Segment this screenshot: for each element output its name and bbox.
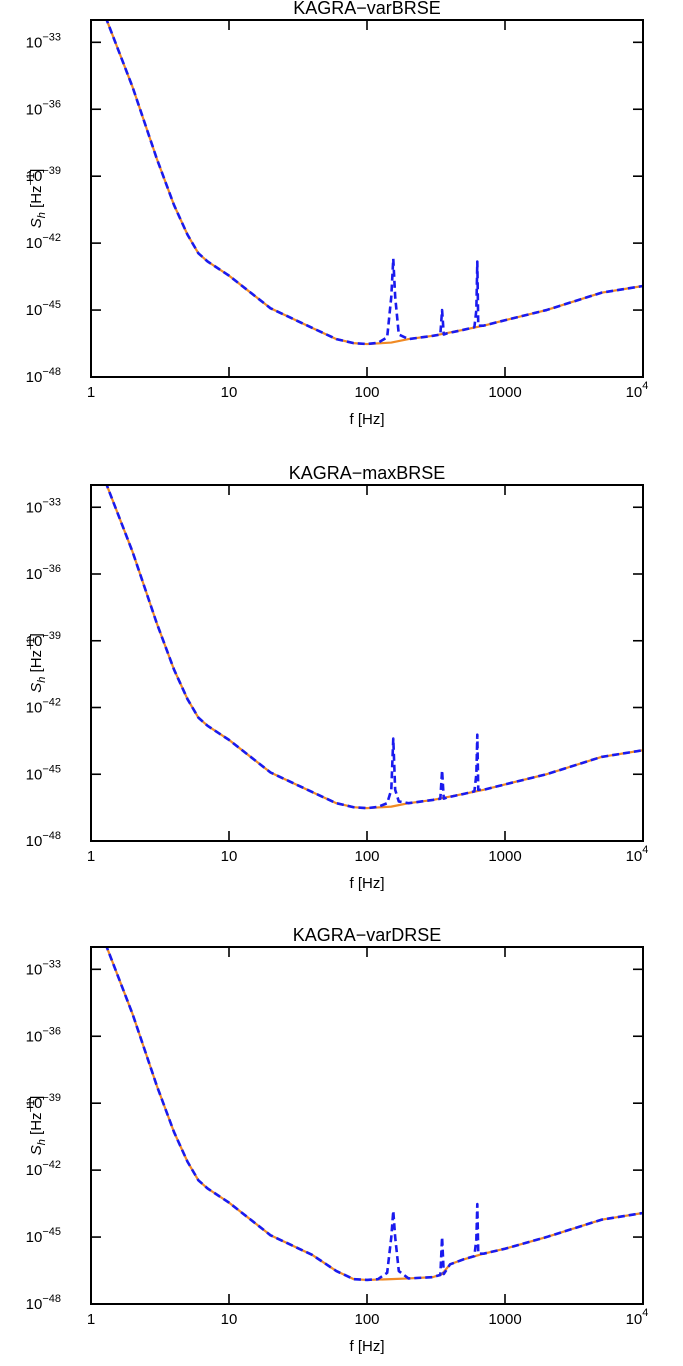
- series-group: [104, 20, 643, 346]
- x-tick-label-exponent: 4: [642, 380, 648, 392]
- y-label-unit: [Hz: [28, 1112, 45, 1139]
- y-tick-label: 10−48: [26, 366, 61, 386]
- y-tick-label-exponent: −36: [42, 563, 61, 575]
- series-line-dashed: [104, 20, 643, 346]
- x-tick-label: 10: [221, 384, 238, 401]
- x-tick-label-exponent: 4: [642, 1307, 648, 1319]
- y-label-unit-exponent: −1: [25, 173, 37, 186]
- y-label-subscript: h: [36, 1139, 48, 1145]
- y-label-close: ]: [28, 633, 45, 637]
- y-tick-label: 10−45: [26, 1226, 61, 1246]
- y-tick-label: 10−36: [26, 563, 61, 583]
- series-line-solid: [105, 20, 643, 346]
- x-tick-label: 100: [354, 384, 379, 401]
- series-line-dashed: [104, 947, 643, 1282]
- y-tick-label: 10−33: [26, 496, 61, 516]
- series-line-solid: [105, 947, 643, 1282]
- x-tick-label: 104: [626, 844, 649, 865]
- x-tick-label: 100: [354, 848, 379, 865]
- x-tick-label: 10: [221, 1311, 238, 1328]
- y-tick-label-exponent: −42: [42, 232, 61, 244]
- y-tick-label-exponent: −33: [42, 31, 61, 43]
- plot-frame: [90, 946, 644, 1305]
- series-line-dashed: [104, 485, 643, 810]
- plot-frame: [90, 484, 644, 842]
- y-tick-label-exponent: −45: [42, 299, 61, 311]
- y-label-symbol: S: [28, 683, 45, 693]
- series-line-solid: [105, 485, 643, 810]
- y-tick-label-exponent: −39: [42, 630, 61, 642]
- y-label-unit: [Hz: [28, 650, 45, 677]
- x-tick-label: 100: [354, 1311, 379, 1328]
- y-tick-label: 10−48: [26, 1293, 61, 1313]
- y-label-unit: [Hz: [28, 185, 45, 212]
- y-tick-label-exponent: −36: [42, 98, 61, 110]
- y-label-subscript: h: [36, 212, 48, 218]
- y-axis-label: Sh [Hz−1]: [25, 633, 48, 693]
- chart-title: KAGRA−varDRSE: [293, 925, 442, 945]
- y-tick-label: 10−36: [26, 1025, 61, 1045]
- chart-title: KAGRA−varBRSE: [293, 0, 441, 18]
- y-axis-label: Sh [Hz−1]: [25, 1096, 48, 1156]
- y-tick-label: 10−33: [26, 31, 61, 51]
- y-label-subscript: h: [36, 677, 48, 683]
- y-tick-label-exponent: −42: [42, 1159, 61, 1171]
- series-group: [104, 485, 643, 810]
- series-group: [104, 947, 643, 1282]
- x-tick-label: 1000: [488, 384, 521, 401]
- y-axis-label: Sh [Hz−1]: [25, 169, 48, 229]
- y-label-symbol: S: [28, 1145, 45, 1155]
- x-tick-label: 1: [87, 1311, 95, 1328]
- y-tick-label: 10−45: [26, 763, 61, 783]
- y-tick-label-exponent: −39: [42, 165, 61, 177]
- y-tick-label-exponent: −45: [42, 763, 61, 775]
- x-tick-label: 104: [626, 1307, 649, 1328]
- x-tick-label-exponent: 4: [642, 844, 648, 856]
- y-label-close: ]: [28, 1096, 45, 1100]
- y-tick-label: 10−42: [26, 1159, 61, 1179]
- y-tick-label-exponent: −48: [42, 830, 61, 842]
- y-tick-label-exponent: −33: [42, 496, 61, 508]
- x-tick-label: 1000: [488, 848, 521, 865]
- y-label-close: ]: [28, 169, 45, 173]
- x-tick-label: 104: [626, 380, 649, 401]
- x-tick-label: 10: [221, 848, 238, 865]
- x-axis-label: f [Hz]: [349, 875, 384, 892]
- y-tick-label-exponent: −48: [42, 366, 61, 378]
- y-tick-label-exponent: −33: [42, 958, 61, 970]
- y-tick-label-exponent: −36: [42, 1025, 61, 1037]
- x-tick-label: 1: [87, 384, 95, 401]
- y-label-symbol: S: [28, 218, 45, 228]
- y-tick-label: 10−45: [26, 299, 61, 319]
- y-tick-label: 10−36: [26, 98, 61, 118]
- x-tick-label: 1: [87, 848, 95, 865]
- plot-frame: [90, 19, 644, 378]
- y-tick-label-exponent: −42: [42, 697, 61, 709]
- y-tick-label-exponent: −39: [42, 1092, 61, 1104]
- x-axis-label: f [Hz]: [349, 411, 384, 428]
- y-tick-label-exponent: −48: [42, 1293, 61, 1305]
- y-label-unit-exponent: −1: [25, 1100, 37, 1113]
- y-tick-label-exponent: −45: [42, 1226, 61, 1238]
- x-axis-label: f [Hz]: [349, 1338, 384, 1355]
- y-tick-label: 10−33: [26, 958, 61, 978]
- y-label-unit-exponent: −1: [25, 637, 37, 650]
- y-tick-label: 10−42: [26, 232, 61, 252]
- y-tick-label: 10−48: [26, 830, 61, 850]
- x-tick-label: 1000: [488, 1311, 521, 1328]
- y-tick-label: 10−42: [26, 697, 61, 717]
- chart-title: KAGRA−maxBRSE: [289, 463, 446, 483]
